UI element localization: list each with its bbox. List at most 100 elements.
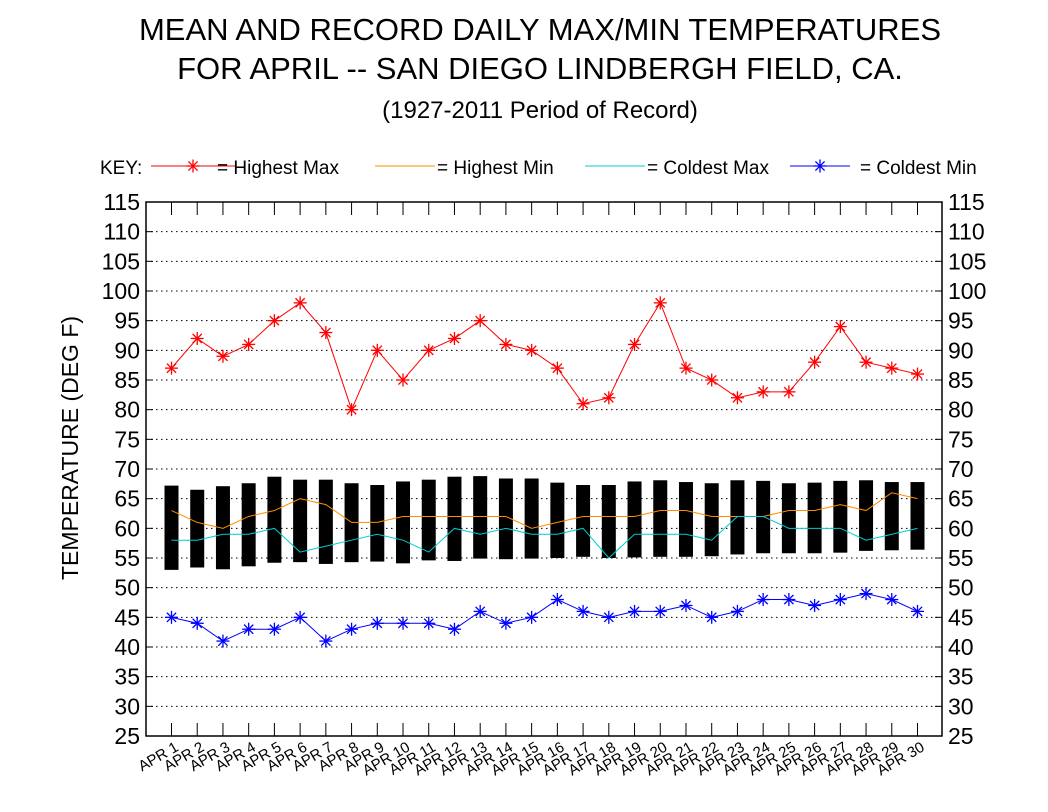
highest-max-point xyxy=(859,355,873,369)
y-tick-label-left: 60 xyxy=(114,515,140,541)
highest-max-point xyxy=(473,314,487,328)
coldest-min-point xyxy=(525,610,539,624)
mean-bar xyxy=(730,480,745,555)
highest-max-point xyxy=(370,343,384,357)
y-tick-label-left: 45 xyxy=(114,604,140,630)
mean-bar xyxy=(190,489,205,568)
coldest-max-line xyxy=(171,515,918,559)
highest-max-point xyxy=(782,385,796,399)
highest-max-point xyxy=(422,343,436,357)
coldest-min-point xyxy=(345,622,359,636)
y-tick-label-left: 65 xyxy=(114,486,140,512)
legend-coldest-max-label: = Coldest Max xyxy=(647,158,769,179)
y-tick-label-left: 95 xyxy=(114,308,140,334)
y-tick-label-left: 105 xyxy=(102,248,140,274)
highest-max-point xyxy=(216,349,230,363)
y-tick-label-right: 50 xyxy=(948,575,974,601)
chart-subtitle: (1927-2011 Period of Record) xyxy=(382,97,698,124)
legend-star xyxy=(186,159,200,173)
coldest-min-point xyxy=(267,622,281,636)
legend-coldest-min-label: = Coldest Min xyxy=(860,158,977,179)
y-tick-label-left: 115 xyxy=(103,189,140,215)
highest-max-line xyxy=(171,301,918,412)
mean-bar xyxy=(396,481,411,564)
coldest-min-point xyxy=(190,616,204,630)
y-tick-label-right: 100 xyxy=(948,278,986,304)
coldest-min-line xyxy=(171,593,918,642)
coldest-min-point xyxy=(370,616,384,630)
y-tick-label-left: 85 xyxy=(114,367,140,393)
y-tick-label-left: 90 xyxy=(114,337,140,363)
highest-max-point xyxy=(628,337,642,351)
y-tick-label-right: 55 xyxy=(948,545,974,571)
highest-max-point xyxy=(499,337,513,351)
y-tick-label-right: 60 xyxy=(948,515,974,541)
mean-bar xyxy=(421,479,436,561)
highest-max-point xyxy=(705,373,719,387)
highest-max-point xyxy=(576,397,590,411)
mean-bar xyxy=(653,480,668,557)
coldest-min-point xyxy=(447,622,461,636)
coldest-min-point xyxy=(653,604,667,618)
mean-bar xyxy=(756,480,771,554)
y-tick-label-right: 70 xyxy=(948,456,974,482)
y-tick-label-right: 80 xyxy=(948,397,974,423)
mean-bar xyxy=(781,483,796,554)
highest-max-point xyxy=(396,373,410,387)
y-tick-label-left: 110 xyxy=(103,219,140,245)
highest-min-line xyxy=(171,492,918,529)
highest-max-point xyxy=(345,403,359,417)
mean-bar xyxy=(318,479,333,564)
coldest-min-point xyxy=(679,598,693,612)
legend-key-label: KEY: xyxy=(100,158,142,179)
chart-title-line2: FOR APRIL -- SAN DIEGO LINDBERGH FIELD, … xyxy=(177,51,903,86)
y-tick-label-left: 100 xyxy=(102,278,140,304)
y-tick-label-left: 50 xyxy=(114,575,140,601)
coldest-min-point xyxy=(293,610,307,624)
coldest-min-point xyxy=(242,622,256,636)
coldest-min-point xyxy=(756,593,770,607)
highest-max-point xyxy=(756,385,770,399)
coldest-min-point xyxy=(165,610,178,624)
highest-max-point xyxy=(447,331,461,345)
highest-max-point xyxy=(267,314,281,328)
mean-bar xyxy=(704,483,719,557)
mean-bar xyxy=(576,485,591,557)
mean-bar xyxy=(473,476,488,559)
mean-bar xyxy=(447,476,462,561)
highest-max-point xyxy=(653,296,667,310)
y-tick-label-left: 55 xyxy=(114,545,140,571)
chart-title: MEAN AND RECORD DAILY MAX/MIN TEMPERATUR… xyxy=(139,12,941,47)
mean-bar xyxy=(807,482,822,554)
mean-bar xyxy=(833,480,848,553)
y-tick-label-left: 30 xyxy=(114,693,140,719)
y-tick-label-right: 35 xyxy=(948,664,974,690)
mean-bar xyxy=(550,482,565,558)
y-tick-label-right: 90 xyxy=(948,337,974,363)
coldest-min-point xyxy=(602,610,616,624)
mean-bar xyxy=(498,478,513,560)
mean-bar xyxy=(524,478,539,559)
y-tick-label-left: 80 xyxy=(114,397,140,423)
highest-max-point xyxy=(833,320,847,334)
y-tick-label-right: 85 xyxy=(948,367,974,393)
coldest-min-point xyxy=(885,593,899,607)
coldest-min-point xyxy=(705,610,719,624)
y-tick-label-right: 75 xyxy=(948,426,974,452)
highest-max-point xyxy=(190,331,204,345)
mean-bar xyxy=(164,485,179,570)
coldest-min-point xyxy=(911,604,924,618)
highest-max-point xyxy=(730,391,744,405)
y-tick-label-left: 35 xyxy=(114,664,140,690)
y-tick-label-right: 45 xyxy=(948,604,974,630)
mean-bar xyxy=(910,482,925,550)
mean-bar xyxy=(678,482,693,557)
mean-bar xyxy=(627,481,642,558)
highest-max-point xyxy=(550,361,564,375)
y-tick-labels: 25 25 30 30 35 35 40 40 45 45 50 50 55 55 60 60 65 65 70 70… xyxy=(102,189,987,749)
highest-max-point xyxy=(242,337,256,351)
coldest-min-point xyxy=(499,616,513,630)
mean-bar xyxy=(267,476,282,563)
coldest-min-point xyxy=(216,634,230,648)
coldest-min-point xyxy=(576,604,590,618)
